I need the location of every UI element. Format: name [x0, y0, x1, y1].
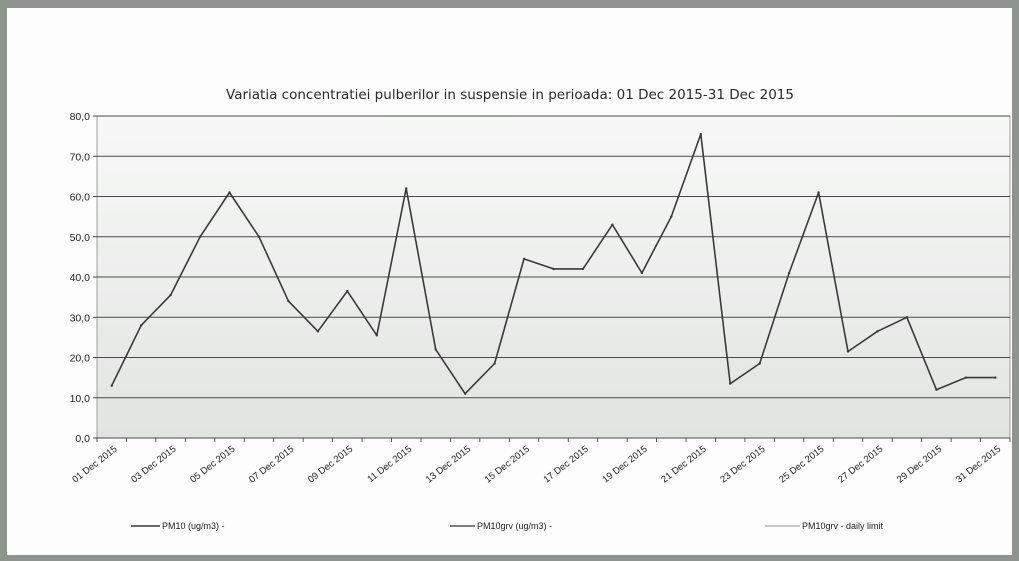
data-point [139, 324, 143, 327]
y-tick-label: 60,0 [70, 192, 91, 204]
data-point [699, 132, 702, 136]
y-tick-label: 70,0 [70, 151, 91, 163]
data-point [552, 267, 555, 271]
x-tick-label: 13 Dec 2015 [424, 444, 473, 486]
x-tick-label: 15 Dec 2015 [483, 444, 532, 486]
data-point [434, 348, 437, 351]
legend-label: PM10grv - daily limit [802, 521, 884, 531]
x-tick-label: 01 Dec 2015 [70, 444, 119, 486]
data-point [611, 223, 614, 226]
legend-label: PM10 (ug/m3) - [162, 521, 225, 531]
y-tick-label: 80,0 [70, 111, 91, 123]
x-tick-label: 09 Dec 2015 [306, 444, 355, 486]
data-point [169, 293, 172, 297]
data-point [670, 215, 673, 218]
x-tick-label: 21 Dec 2015 [659, 444, 708, 486]
data-point [994, 376, 997, 379]
data-point [198, 235, 202, 238]
data-point [110, 384, 113, 387]
x-tick-label: 17 Dec 2015 [542, 444, 591, 486]
data-point [287, 299, 290, 303]
data-point [846, 350, 850, 353]
x-tick-label: 25 Dec 2015 [777, 444, 826, 486]
data-point [405, 187, 408, 190]
x-tick-label: 05 Dec 2015 [188, 444, 237, 486]
data-point [228, 191, 231, 194]
legend-label: PM10grv (ug/m3) - [477, 521, 552, 531]
data-point [817, 191, 820, 194]
data-point [935, 388, 938, 391]
x-tick-label: 23 Dec 2015 [718, 444, 767, 486]
y-tick-label: 20,0 [70, 353, 91, 365]
y-tick-label: 30,0 [70, 312, 91, 324]
y-tick-label: 40,0 [70, 272, 91, 284]
y-tick-label: 50,0 [70, 232, 91, 244]
data-point [581, 267, 585, 271]
data-point [375, 334, 378, 337]
x-tick-label: 11 Dec 2015 [365, 444, 414, 485]
y-tick-label: 0,0 [75, 433, 90, 445]
data-point [640, 271, 644, 275]
data-point [876, 330, 879, 333]
data-point [522, 257, 526, 261]
data-point [964, 376, 968, 379]
x-tick-label: 03 Dec 2015 [129, 444, 178, 486]
data-point [787, 271, 791, 275]
data-point [257, 235, 261, 238]
x-tick-label: 31 Dec 2015 [954, 444, 1003, 486]
x-tick-label: 19 Dec 2015 [600, 444, 649, 486]
data-point [729, 382, 732, 385]
data-point [346, 289, 349, 293]
data-point [316, 330, 320, 333]
data-point [905, 316, 909, 319]
y-tick-label: 10,0 [70, 393, 91, 405]
data-point [758, 362, 761, 365]
chart-title: Variatia concentratiei pulberilor in sus… [226, 87, 794, 103]
data-point [493, 362, 496, 365]
x-tick-label: 27 Dec 2015 [836, 444, 885, 486]
x-tick-label: 29 Dec 2015 [895, 444, 944, 486]
x-tick-label: 07 Dec 2015 [247, 444, 296, 486]
data-point [463, 392, 467, 395]
